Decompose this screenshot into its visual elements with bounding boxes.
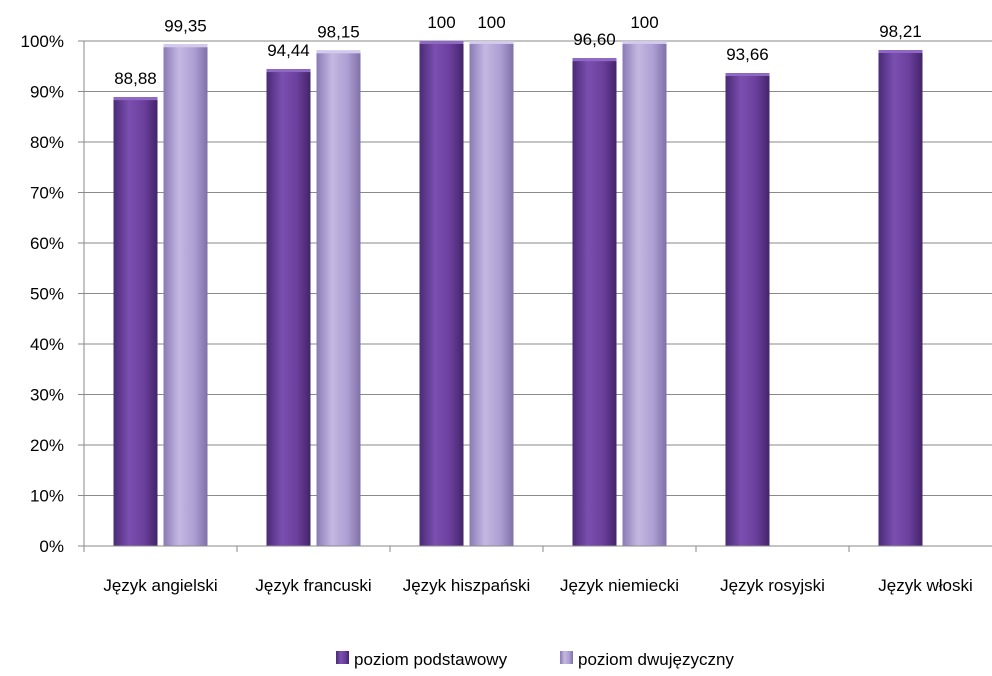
bar-top-cap [316,50,361,54]
bar-top-cap [622,41,667,44]
bar-top-cap [113,97,158,101]
y-tick-label: 90% [30,83,64,102]
legend-item-0: poziom podstawowy [336,650,508,669]
y-tick-label: 40% [30,335,64,354]
legend-label: poziom dwujęzyczny [578,650,734,669]
bar-top-cap [878,50,923,54]
bar-podstawowy-4[interactable] [725,73,770,546]
bar-podstawowy-1[interactable] [266,69,311,546]
x-category-label: Język rosyjski [720,576,825,595]
data-labels: 88,88 99,35 94,44 98,15 100 100 96,60 100 93,66 9… [114,13,922,88]
y-tick-label: 30% [30,386,64,405]
data-label: 98,21 [879,22,922,41]
y-tick-label: 20% [30,436,64,455]
data-label: 94,44 [267,41,310,60]
x-axis: Język angielski Język francuski Język hisz… [83,545,992,595]
y-tick-label: 50% [30,285,64,304]
legend-swatch [336,651,349,664]
bar-podstawowy-2[interactable] [419,41,464,546]
data-label: 93,66 [726,45,769,64]
bar-dwujezyczny-1[interactable] [316,50,361,546]
bar-podstawowy-0[interactable] [113,97,158,546]
bar-podstawowy-3[interactable] [572,58,617,547]
y-tick-label: 100% [21,32,64,51]
bars [113,41,923,547]
y-axis: 0% 10% 20% 30% 40% 50% 60% 70% 80% 90% 100% [21,32,85,556]
x-category-label: Język niemiecki [560,576,679,595]
bar-dwujezyczny-3[interactable] [622,41,667,546]
gridlines [84,40,992,547]
x-category-label: Język angielski [103,576,217,595]
data-label: 99,35 [164,16,207,35]
y-tick-label: 80% [30,133,64,152]
y-tick-label: 0% [39,537,64,556]
bar-podstawowy-5[interactable] [878,50,923,547]
bar-top-cap [572,58,617,62]
legend-item-1: poziom dwujęzyczny [560,650,734,669]
legend-swatch [560,651,573,664]
bar-top-cap [266,69,311,73]
y-tick-label: 70% [30,184,64,203]
x-category-label: Język hiszpański [403,576,531,595]
bar-top-cap [725,73,770,77]
legend: poziom podstawowy poziom dwujęzyczny [336,650,734,669]
legend-label: poziom podstawowy [354,650,508,669]
data-label: 96,60 [573,30,616,49]
bar-dwujezyczny-2[interactable] [469,41,514,546]
y-tick-label: 10% [30,487,64,506]
x-category-label: Język włoski [878,576,972,595]
data-label: 100 [630,13,658,32]
data-label: 88,88 [114,69,157,88]
data-label: 100 [477,13,505,32]
data-label: 98,15 [317,22,360,41]
bar-top-cap [419,41,464,44]
data-label: 100 [427,13,455,32]
bar-top-cap [469,41,514,44]
bar-top-cap [163,44,208,48]
bar-dwujezyczny-0[interactable] [163,44,208,546]
x-category-label: Język francuski [255,576,371,595]
y-tick-label: 60% [30,234,64,253]
